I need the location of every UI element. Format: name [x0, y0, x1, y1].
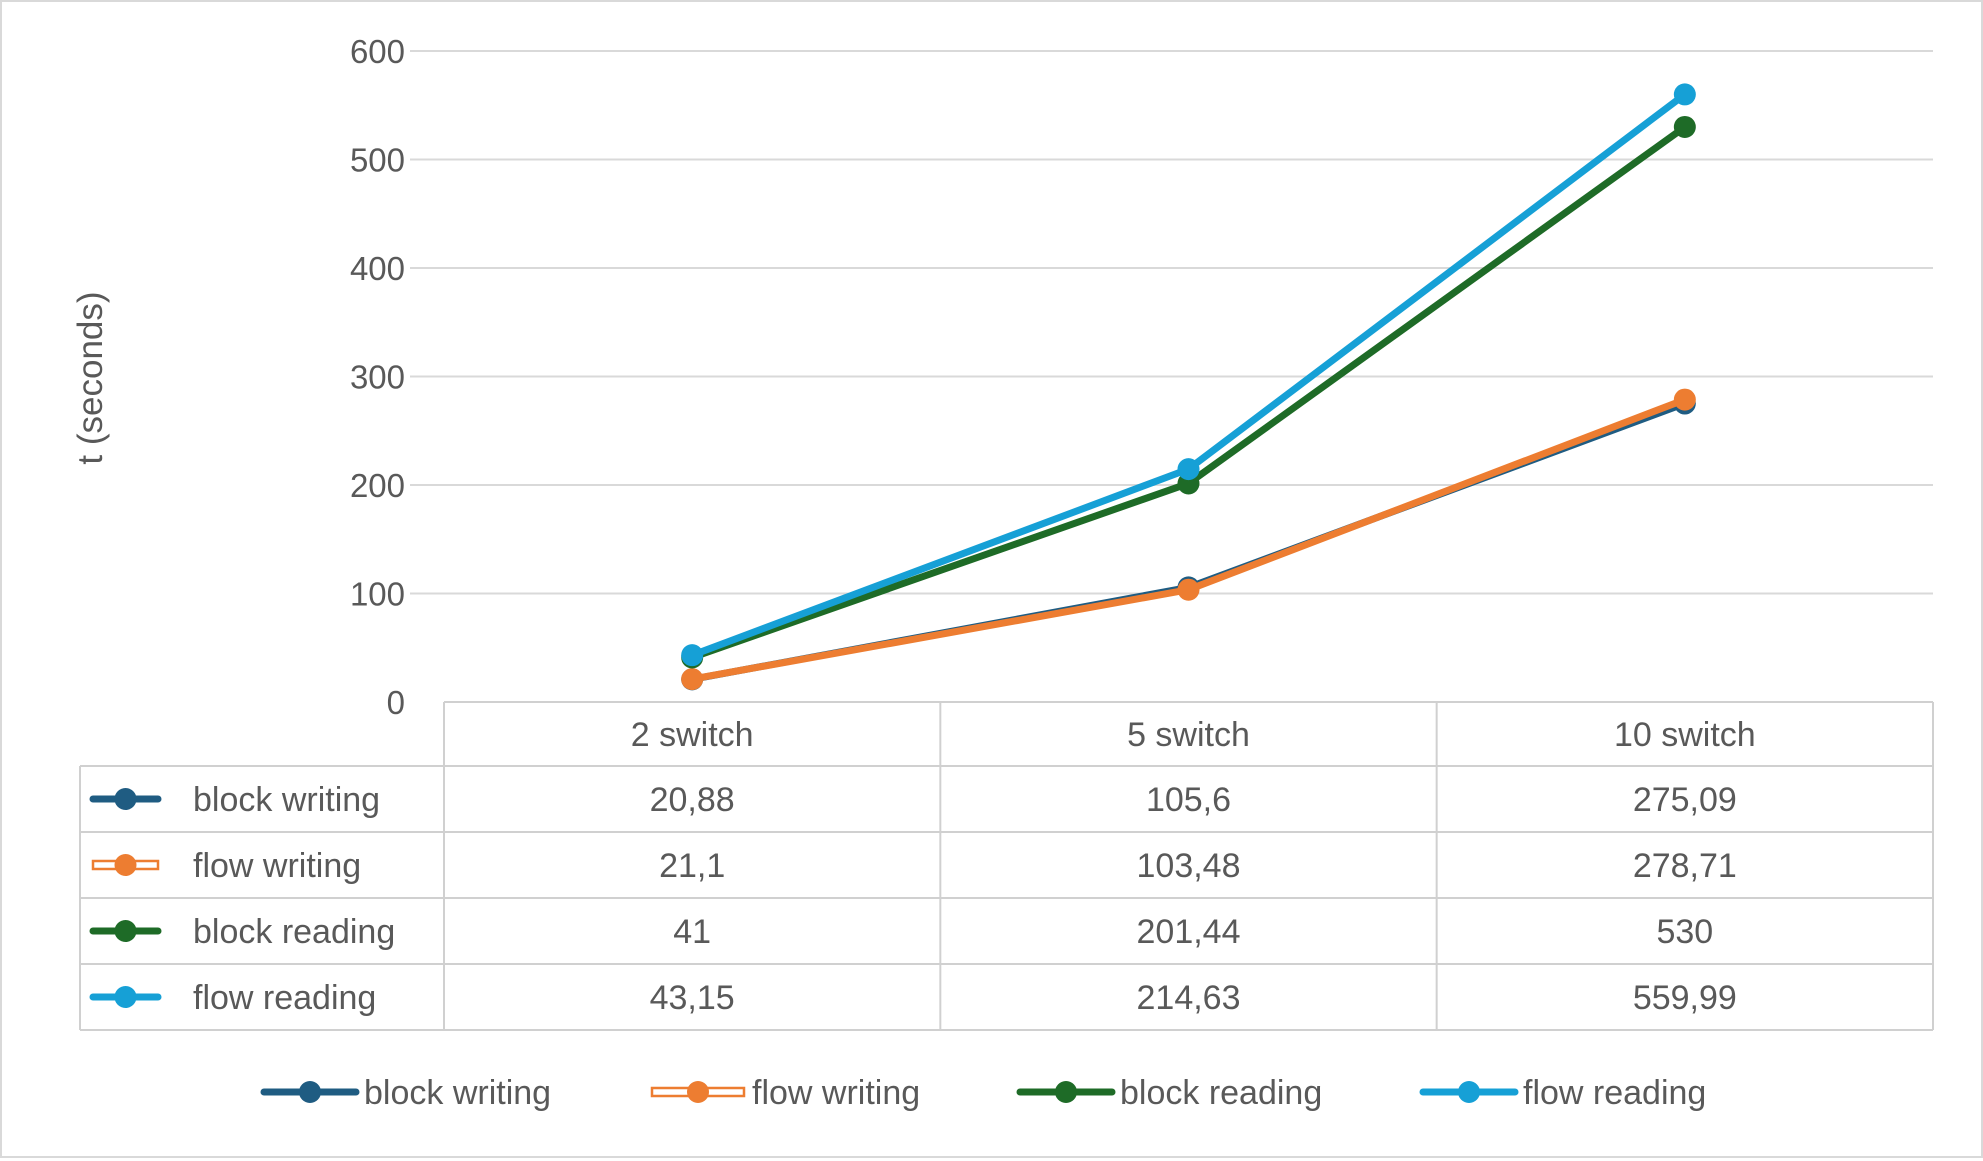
- legend-key-marker: [114, 854, 137, 876]
- series-lines: [681, 83, 1696, 691]
- table-cell-value: 20,88: [650, 781, 735, 819]
- table-cell-value: 278,71: [1633, 847, 1737, 885]
- y-tick-label: 500: [350, 142, 405, 179]
- legend-key-marker: [114, 788, 137, 810]
- x-category-label: 10 switch: [1614, 716, 1756, 754]
- table-cell-value: 103,48: [1137, 847, 1241, 885]
- data-point: [1673, 388, 1696, 411]
- series-line-flow-writing: [688, 396, 1689, 683]
- series-line-flow-reading: [688, 90, 1689, 659]
- y-tick-label: 100: [350, 576, 405, 613]
- data-point: [1177, 578, 1200, 601]
- x-category-label: 5 switch: [1127, 716, 1250, 754]
- legend: block writing flow writing block reading fl…: [260, 1074, 1706, 1112]
- data-point: [681, 668, 704, 691]
- y-tick-label: 400: [350, 250, 405, 287]
- legend-key-marker: [299, 1081, 321, 1103]
- table-cell-value: 43,15: [650, 979, 735, 1017]
- gridlines: [410, 50, 1933, 595]
- table-cell-value: 530: [1656, 913, 1713, 951]
- table-cell-value: 105,6: [1146, 781, 1231, 819]
- legend-label: block writing: [364, 1074, 551, 1112]
- legend-key-marker: [687, 1081, 709, 1103]
- table-cell-value: 21,1: [659, 847, 725, 885]
- legend-key-marker: [1458, 1081, 1480, 1103]
- y-tick-label: 300: [350, 359, 405, 396]
- legend-label: block reading: [1120, 1074, 1322, 1112]
- data-point: [681, 644, 704, 667]
- legend-label: flow reading: [1523, 1074, 1706, 1112]
- x-category-label: 2 switch: [631, 716, 754, 754]
- table-cell-value: 41: [673, 913, 711, 951]
- table-series-label: block reading: [193, 913, 395, 951]
- table-cell-value: 559,99: [1633, 979, 1737, 1017]
- legend-key-marker: [1055, 1081, 1077, 1103]
- table-cell-value: 275,09: [1633, 781, 1737, 819]
- table-cell-value: 201,44: [1137, 913, 1241, 951]
- series-line-block-writing: [688, 400, 1689, 683]
- data-point: [1673, 83, 1696, 106]
- table-series-label: block writing: [193, 781, 380, 819]
- y-tick-label: 200: [350, 467, 405, 504]
- data-point: [1177, 458, 1200, 481]
- table-series-label: flow writing: [193, 847, 361, 885]
- y-axis: 0 100 200 300 400 500 600 t (seconds): [71, 33, 405, 721]
- legend-key-marker: [114, 986, 137, 1008]
- legend-key-marker: [114, 920, 137, 942]
- legend-label: flow writing: [752, 1074, 920, 1112]
- data-table: 2 switch 5 switch 10 switch block writing 20…: [79, 701, 1934, 1031]
- y-tick-label: 600: [350, 33, 405, 70]
- table-cell-value: 214,63: [1137, 979, 1241, 1017]
- data-point: [1673, 115, 1696, 138]
- y-tick-label: 0: [387, 684, 405, 721]
- table-series-label: flow reading: [193, 979, 376, 1017]
- y-axis-title: t (seconds): [71, 291, 110, 464]
